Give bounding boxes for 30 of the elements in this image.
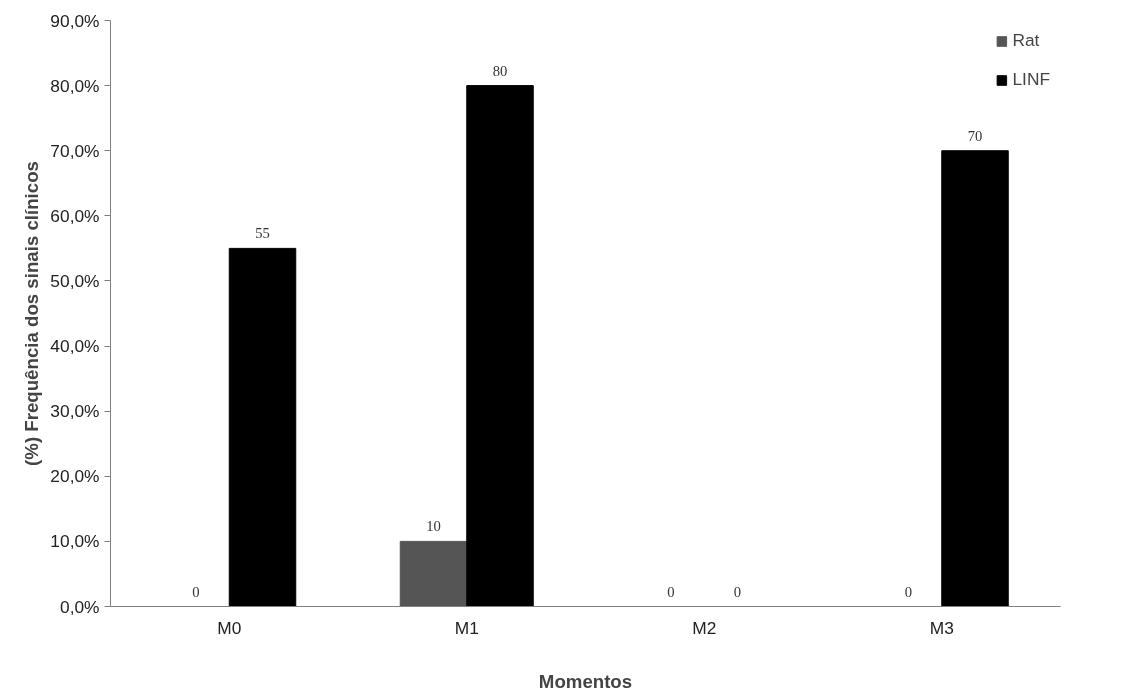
x-tick-label: M3 <box>929 617 954 638</box>
legend-label: LINF <box>1012 69 1050 90</box>
bar <box>228 247 297 607</box>
y-tick-label: 20,0% <box>50 466 100 487</box>
bar <box>941 150 1009 607</box>
y-tick-label: 30,0% <box>50 401 100 422</box>
y-tick-label: 60,0% <box>50 205 100 226</box>
data-label: 0 <box>904 583 913 600</box>
legend-label: Rat <box>1012 30 1040 51</box>
y-tick-label: 70,0% <box>50 140 100 161</box>
x-tick-label: M2 <box>692 617 717 638</box>
bar <box>399 540 468 607</box>
y-tick-label: 0,0% <box>60 596 100 617</box>
data-label: 55 <box>255 225 270 242</box>
y-tick-label: 10,0% <box>50 531 100 552</box>
x-tick-label: M0 <box>217 617 242 638</box>
x-axis-title: Momentos <box>538 670 633 692</box>
y-axis-title: (%) Frequência dos sinais clínicos <box>21 161 43 466</box>
y-tick-label: 90,0% <box>50 10 100 31</box>
data-label: 10 <box>426 518 441 535</box>
y-tick-label: 40,0% <box>50 336 100 357</box>
x-tick-label: M1 <box>454 617 479 638</box>
data-label: 0 <box>667 583 675 600</box>
bar <box>466 85 534 607</box>
data-label: 80 <box>492 62 508 79</box>
data-label: 0 <box>733 583 742 600</box>
data-label: 70 <box>967 127 983 144</box>
data-label: 0 <box>192 583 200 600</box>
y-tick-label: 80,0% <box>50 75 100 96</box>
y-tick-label: 50,0% <box>50 270 100 291</box>
